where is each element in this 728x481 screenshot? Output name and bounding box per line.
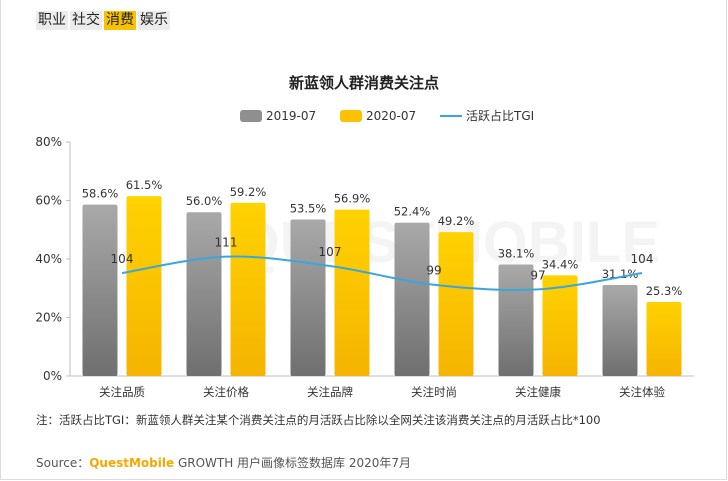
bar-2020-07[interactable] bbox=[126, 196, 162, 376]
bar-2019-07[interactable] bbox=[290, 219, 326, 376]
bar-labels: 58.6% 61.5% 56.0% 59.2% 53.5% 56.9% 52.4% 49.2%… bbox=[82, 178, 683, 298]
tgi-value-label: 99 bbox=[426, 264, 441, 278]
tgi-line-series: 104 111 107 99 97 104 bbox=[111, 236, 654, 292]
legend-label: 2019-07 bbox=[266, 109, 316, 123]
bar-value-label: 25.3% bbox=[646, 284, 683, 298]
bar-value-label: 34.4% bbox=[542, 257, 579, 271]
tab-social[interactable]: 社交 bbox=[70, 11, 102, 30]
legend: 2019-07 2020-07 活跃占比TGI bbox=[240, 108, 534, 123]
bar-value-label: 49.2% bbox=[438, 214, 475, 228]
bars bbox=[82, 196, 682, 376]
tab-consumption[interactable]: 消费 bbox=[104, 11, 136, 30]
bar-2019-07[interactable] bbox=[498, 264, 534, 376]
bar-2020-07[interactable] bbox=[230, 202, 266, 376]
tab-career[interactable]: 职业 bbox=[36, 11, 68, 30]
bar-value-label: 31.1% bbox=[602, 267, 639, 281]
y-tick-label: 20% bbox=[35, 311, 62, 325]
bar-2019-07[interactable] bbox=[186, 212, 222, 376]
bar-2019-07[interactable] bbox=[602, 285, 638, 376]
bar-value-label: 53.5% bbox=[290, 202, 327, 216]
legend-label: 2020-07 bbox=[366, 109, 416, 123]
bar-2019-07[interactable] bbox=[394, 222, 430, 376]
bar-value-label: 56.9% bbox=[334, 192, 371, 206]
bar-value-label: 38.1% bbox=[498, 247, 535, 261]
bar-value-label: 56.0% bbox=[186, 194, 223, 208]
x-tick-label: 关注品牌 bbox=[307, 385, 353, 399]
bar-2020-07[interactable] bbox=[646, 301, 682, 376]
y-axis: 0% 20% 40% 60% 80% bbox=[35, 135, 694, 383]
bar-value-label: 59.2% bbox=[230, 185, 267, 199]
bar-2020-07[interactable] bbox=[438, 232, 474, 376]
x-tick-label: 关注时尚 bbox=[411, 385, 457, 399]
y-tick-label: 0% bbox=[43, 369, 62, 383]
source-prefix: Source： bbox=[36, 456, 90, 470]
chart-title: 新蓝领人群消费关注点 bbox=[288, 74, 439, 92]
x-tick-label: 关注体验 bbox=[619, 385, 665, 399]
y-tick-label: 80% bbox=[35, 135, 62, 149]
bar-value-label: 52.4% bbox=[394, 205, 431, 219]
y-tick-label: 60% bbox=[35, 194, 62, 208]
legend-label: 活跃占比TGI bbox=[466, 108, 534, 123]
bar-2019-07[interactable] bbox=[82, 204, 118, 376]
bar-value-label: 58.6% bbox=[82, 187, 119, 201]
category-tabs: 职业 社交 消费 娱乐 bbox=[36, 11, 170, 30]
tgi-value-label: 97 bbox=[530, 268, 545, 282]
footnote: 注：活跃占比TGI：新蓝领人群关注某个消费关注点的月活跃占比除以全网关注该消费关… bbox=[36, 413, 601, 427]
x-tick-label: 关注价格 bbox=[203, 385, 249, 399]
tgi-value-label: 107 bbox=[319, 245, 342, 259]
x-tick-label: 关注品质 bbox=[99, 385, 145, 399]
y-tick-label: 40% bbox=[35, 252, 62, 266]
bar-2020-07[interactable] bbox=[334, 209, 370, 376]
source-line: Source：QuestMobile GROWTH 用户画像标签数据库 2020… bbox=[36, 454, 411, 471]
tgi-value-label: 111 bbox=[215, 236, 238, 250]
bar-2020-07[interactable] bbox=[542, 275, 578, 376]
bar-value-label: 61.5% bbox=[126, 178, 163, 192]
legend-swatch bbox=[240, 110, 262, 122]
legend-swatch bbox=[340, 110, 362, 122]
tab-entertainment[interactable]: 娱乐 bbox=[138, 11, 170, 30]
tgi-value-label: 104 bbox=[111, 252, 134, 266]
source-brand: QuestMobile bbox=[89, 456, 175, 470]
x-tick-label: 关注健康 bbox=[515, 385, 561, 399]
tgi-value-label: 104 bbox=[631, 252, 654, 266]
x-axis-labels: 关注品质 关注价格 关注品牌 关注时尚 关注健康 关注体验 bbox=[99, 385, 665, 399]
source-suffix: GROWTH 用户画像标签数据库 2020年7月 bbox=[174, 456, 412, 470]
tgi-line[interactable] bbox=[121, 255, 643, 292]
